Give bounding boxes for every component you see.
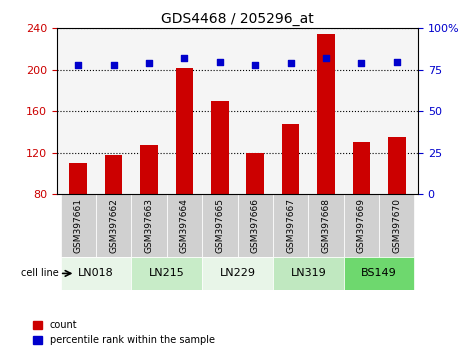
Point — [145, 60, 153, 66]
Bar — [344, 257, 415, 290]
Point — [180, 55, 188, 61]
Point — [393, 59, 400, 64]
Bar — [211, 101, 228, 277]
Bar — [176, 68, 193, 277]
Text: GSM397669: GSM397669 — [357, 198, 366, 253]
Bar — [344, 194, 379, 257]
Bar — [379, 194, 415, 257]
Point — [216, 59, 224, 64]
Text: LN229: LN229 — [219, 268, 256, 279]
Text: cell line: cell line — [21, 268, 59, 279]
Bar — [167, 194, 202, 257]
Bar — [96, 194, 131, 257]
Bar — [317, 34, 335, 277]
Text: GSM397663: GSM397663 — [144, 198, 153, 253]
Point — [358, 60, 365, 66]
Legend: count, percentile rank within the sample: count, percentile rank within the sample — [28, 316, 219, 349]
Bar — [105, 155, 123, 277]
Text: LN018: LN018 — [78, 268, 114, 279]
Bar — [60, 194, 96, 257]
Bar — [202, 194, 238, 257]
Point — [287, 60, 294, 66]
Text: GSM397666: GSM397666 — [251, 198, 260, 253]
Bar — [131, 257, 202, 290]
Title: GDS4468 / 205296_at: GDS4468 / 205296_at — [161, 12, 314, 26]
Point — [322, 55, 330, 61]
Bar — [282, 124, 299, 277]
Text: GSM397670: GSM397670 — [392, 198, 401, 253]
Bar — [273, 257, 344, 290]
Point — [75, 62, 82, 68]
Text: GSM397664: GSM397664 — [180, 198, 189, 253]
Bar — [273, 194, 308, 257]
Text: GSM397661: GSM397661 — [74, 198, 83, 253]
Point — [251, 62, 259, 68]
Bar — [131, 194, 167, 257]
Bar — [388, 137, 406, 277]
Text: BS149: BS149 — [361, 268, 397, 279]
Bar — [352, 142, 370, 277]
Text: LN319: LN319 — [290, 268, 326, 279]
Text: GSM397662: GSM397662 — [109, 198, 118, 253]
Point — [110, 62, 117, 68]
Bar — [60, 257, 131, 290]
Bar — [247, 153, 264, 277]
Bar — [238, 194, 273, 257]
Bar — [308, 194, 344, 257]
Text: GSM397667: GSM397667 — [286, 198, 295, 253]
Text: LN215: LN215 — [149, 268, 185, 279]
Bar — [202, 257, 273, 290]
Text: GSM397668: GSM397668 — [322, 198, 331, 253]
Bar — [69, 163, 87, 277]
Bar — [140, 144, 158, 277]
Text: GSM397665: GSM397665 — [215, 198, 224, 253]
